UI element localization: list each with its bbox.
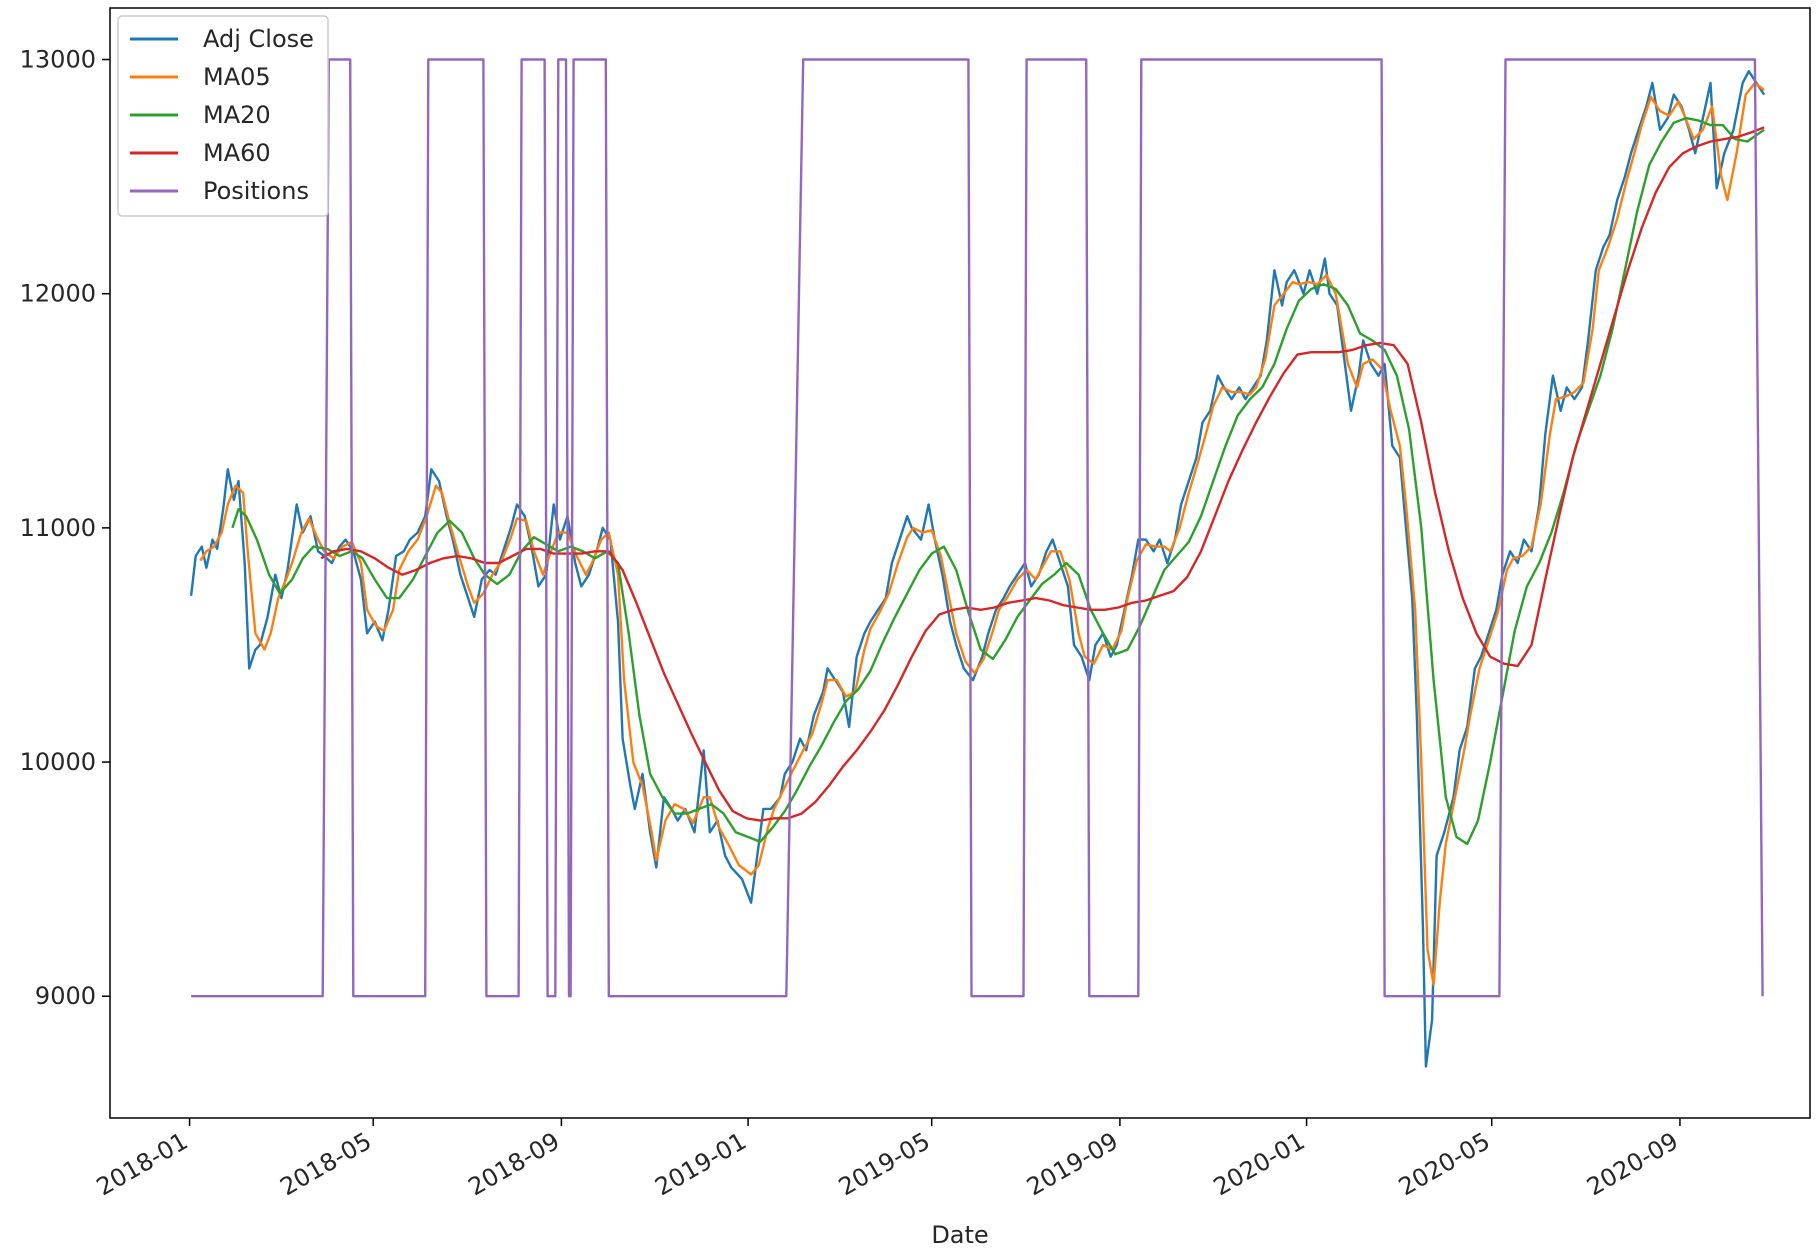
x-axis-title: Date — [931, 1221, 988, 1249]
legend-box — [117, 15, 329, 217]
x-tick-label: 2018-09 — [464, 1127, 565, 1201]
legend-label-ma05: MA05 — [203, 63, 271, 91]
legend-label-ma20: MA20 — [203, 101, 271, 129]
x-tick-label: 2018-05 — [275, 1127, 376, 1201]
series-line-adj-close — [189, 70, 1766, 1068]
series-line-ma05 — [199, 81, 1765, 986]
legend-label-adj-close: Adj Close — [203, 25, 314, 53]
x-tick-label: 2019-05 — [834, 1127, 935, 1201]
x-axis: 2018-01 2018-05 2018-09 2019-01 2019-05 2019-… — [92, 1118, 1683, 1201]
y-tick-label: 9000 — [35, 982, 96, 1010]
x-tick-label: 2019-09 — [1022, 1127, 1123, 1201]
series-line-ma60 — [320, 126, 1765, 822]
y-tick-label: 10000 — [20, 748, 96, 776]
x-tick-label: 2019-01 — [650, 1127, 751, 1201]
y-tick-label: 13000 — [20, 46, 96, 74]
x-tick-label: 2020-05 — [1394, 1127, 1495, 1201]
series-layer — [189, 58, 1766, 1068]
x-tick-label: 2018-01 — [92, 1127, 193, 1201]
x-tick-label: 2020-09 — [1582, 1127, 1683, 1201]
y-axis: 9000 10000 11000 12000 13000 — [20, 46, 110, 1010]
series-line-ma20 — [231, 116, 1765, 846]
legend-label-positions: Positions — [203, 177, 309, 205]
legend: Adj Close MA05 MA20 MA60 Positions — [117, 15, 329, 217]
legend-label-ma60: MA60 — [203, 139, 271, 167]
x-tick-label: 2020-01 — [1209, 1127, 1310, 1201]
plot-frame — [109, 7, 1811, 1119]
series-line-positions — [191, 58, 1764, 998]
y-tick-label: 11000 — [20, 514, 96, 542]
y-tick-label: 12000 — [20, 280, 96, 308]
